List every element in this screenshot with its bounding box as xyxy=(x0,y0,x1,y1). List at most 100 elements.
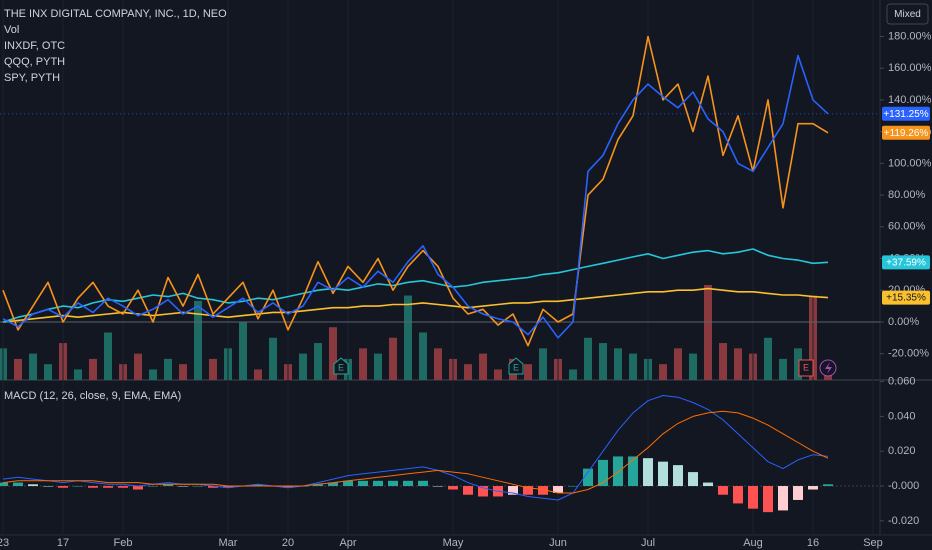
histogram-bar xyxy=(553,486,563,493)
histogram-bar xyxy=(673,465,683,487)
dividend-event[interactable] xyxy=(819,359,837,377)
histogram-bar xyxy=(748,486,758,509)
volume-bar xyxy=(674,348,682,380)
event-label[interactable]: E xyxy=(803,362,809,372)
event-glyph[interactable] xyxy=(825,362,832,374)
histogram-bar xyxy=(58,486,68,488)
volume-bar xyxy=(479,353,487,380)
histogram-bar xyxy=(13,482,23,487)
histogram-bar xyxy=(763,486,773,513)
y-tick-label: 80.00% xyxy=(888,189,926,201)
histogram-bar xyxy=(508,486,518,495)
volume-bar xyxy=(584,337,592,380)
histogram-bar xyxy=(643,458,653,487)
y-tick-label: 0.00% xyxy=(888,316,919,328)
histogram-bar xyxy=(778,486,788,511)
x-tick-label: Jun xyxy=(549,537,567,549)
volume-bar xyxy=(269,337,277,380)
y-tick-label: -0.000 xyxy=(888,480,919,492)
y-tick-label: -0.020 xyxy=(888,515,919,527)
chart-title: THE INX DIGITAL COMPANY, INC., 1D, NEO xyxy=(4,8,227,20)
volume-bar xyxy=(194,300,202,380)
x-tick-label: Mar xyxy=(219,537,238,549)
volume-bar xyxy=(419,332,427,380)
volume-bar xyxy=(329,327,337,380)
volume-bar xyxy=(209,358,217,380)
histogram-bar xyxy=(478,486,488,497)
volume-bar xyxy=(314,343,322,380)
earnings-event[interactable]: E xyxy=(333,357,349,375)
legend-entry: Vol xyxy=(4,24,19,36)
volume-bar xyxy=(719,343,727,380)
histogram-bar xyxy=(88,486,98,488)
histogram-bar xyxy=(418,480,428,487)
earnings-event[interactable]: E xyxy=(508,357,524,375)
legend-entry: INXDF, OTC xyxy=(4,40,65,52)
volume-bar xyxy=(389,337,397,380)
x-tick-label: 17 xyxy=(57,537,69,549)
y-tick-label: 0.040 xyxy=(888,410,916,422)
histogram-bar xyxy=(0,482,8,487)
volume-bar xyxy=(704,285,712,380)
volume-bar xyxy=(164,358,172,380)
series-line xyxy=(2,35,829,347)
histogram-bar xyxy=(133,486,143,490)
button-label[interactable]: Mixed xyxy=(894,9,921,20)
volume-bar xyxy=(464,364,472,380)
histogram-bar xyxy=(733,486,743,504)
histogram-bar xyxy=(193,486,203,487)
volume-bar xyxy=(434,348,442,380)
x-tick-label: May xyxy=(443,537,464,549)
x-tick-label: Aug xyxy=(743,537,763,549)
volume-bar xyxy=(659,364,667,380)
event-icon[interactable] xyxy=(798,359,814,377)
event-icon[interactable] xyxy=(333,357,349,375)
volume-bar xyxy=(14,358,22,380)
y-tick-label: 0.060 xyxy=(888,375,916,387)
histogram-bar xyxy=(118,486,128,488)
histogram-bar xyxy=(208,486,218,488)
event-icon[interactable] xyxy=(508,357,524,375)
histogram-bar xyxy=(448,486,458,490)
volume-bar xyxy=(149,369,157,380)
volume-bar xyxy=(764,337,772,380)
histogram-bar xyxy=(358,480,368,487)
volume-bar xyxy=(629,353,637,380)
histogram-bar xyxy=(703,482,713,487)
histogram-bar xyxy=(613,456,623,487)
volume-bar xyxy=(404,295,412,380)
series-line xyxy=(2,54,829,339)
histogram-bar xyxy=(823,484,833,487)
histogram-bar xyxy=(793,486,803,500)
earnings-event[interactable]: E xyxy=(798,359,814,377)
event-label[interactable]: E xyxy=(513,362,519,372)
histogram-bar xyxy=(253,484,263,487)
button-frame[interactable] xyxy=(886,3,929,25)
event-label[interactable]: E xyxy=(338,362,344,372)
histogram-bar xyxy=(538,486,548,495)
y-tick-label: -20.00% xyxy=(888,348,929,360)
indicator-title: MACD (12, 26, close, 9, EMA, EMA) xyxy=(4,390,181,402)
histogram-bar xyxy=(163,484,173,487)
volume-bar xyxy=(134,353,142,380)
histogram-bar xyxy=(283,486,293,488)
volume-bar xyxy=(734,348,742,380)
last-value-badge xyxy=(882,125,930,140)
volume-bar xyxy=(29,353,37,380)
histogram-bar xyxy=(658,461,668,487)
volume-bar xyxy=(689,353,697,380)
volume-bar xyxy=(44,364,52,380)
legend-entry: SPY, PYTH xyxy=(4,72,60,84)
x-tick-label: Feb xyxy=(114,537,133,549)
volume-bar xyxy=(89,358,97,380)
y-tick-label: 0.020 xyxy=(888,445,916,457)
histogram-bar xyxy=(688,472,698,487)
histogram-bar xyxy=(628,456,638,487)
volume-bar xyxy=(74,369,82,380)
y-tick-label: 160.00% xyxy=(888,62,932,74)
volume-bar xyxy=(524,364,532,380)
scale-mode-button[interactable]: Mixed xyxy=(886,3,929,25)
volume-bar xyxy=(359,348,367,380)
histogram-bar xyxy=(103,486,113,488)
